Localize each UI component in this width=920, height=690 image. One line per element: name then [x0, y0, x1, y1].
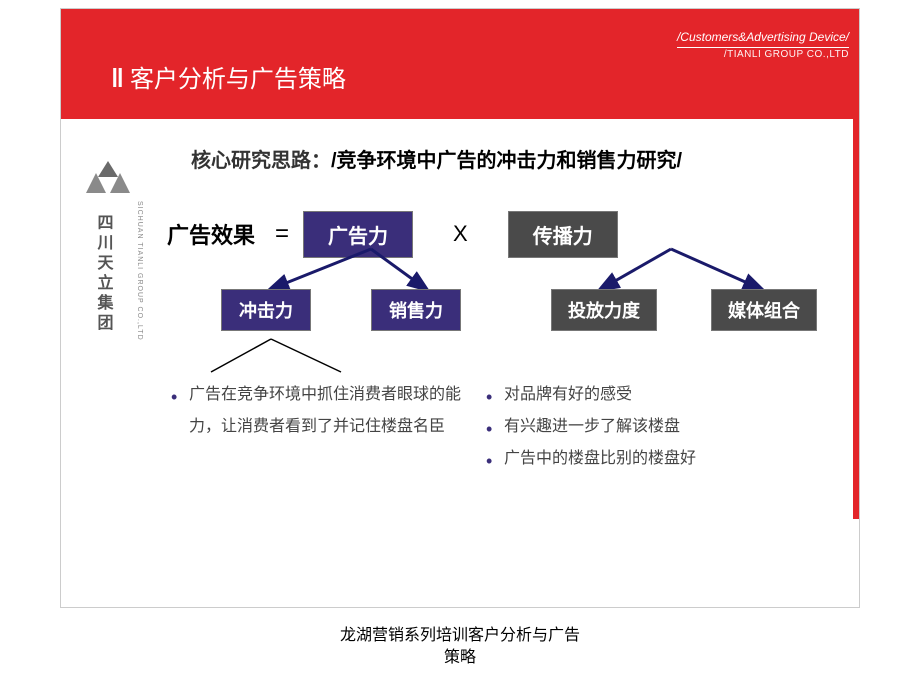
formula-lhs: 广告效果: [161, 218, 261, 250]
logo-mark-icon: [84, 159, 132, 195]
headline-label: 核心研究思路：: [191, 150, 331, 172]
bullet-list-right: 对品牌有好的感受有兴趣进一步了解该楼盘广告中的楼盘比别的楼盘好: [486, 379, 806, 475]
footer-line2: 策略: [0, 647, 920, 669]
bullet-item: 有兴趣进一步了解该楼盘: [486, 411, 806, 443]
logo-text-en: SICHUAN TIANLI GROUP CO.,LTD: [136, 201, 143, 341]
header-corner-line1: /Customers&Advertising Device/: [677, 29, 849, 48]
header-title: ‖ 客户分析与广告策略: [111, 59, 346, 94]
logo-text-cn: 四川天立集团: [91, 207, 115, 341]
box-sales: 销售力: [371, 289, 461, 331]
headline-accent: /竞争环境中广告的冲击力和销售力研究/: [331, 150, 682, 172]
box-ad-power: 广告力: [303, 211, 413, 258]
header-title-text: 客户分析与广告策略: [130, 59, 346, 94]
bullet-item: 对品牌有好的感受: [486, 379, 806, 411]
footer-line1: 龙湖营销系列培训客户分析与广告: [0, 625, 920, 647]
bullet-item: 广告中的楼盘比别的楼盘好: [486, 443, 806, 475]
header-corner: /Customers&Advertising Device/ /TIANLI G…: [677, 29, 849, 62]
slide: ‖ 客户分析与广告策略 /Customers&Advertising Devic…: [60, 8, 860, 608]
box-spread-power: 传播力: [508, 211, 618, 258]
company-logo: 四川天立集团 SICHUAN TIANLI GROUP CO.,LTD: [73, 159, 143, 341]
right-red-strip: [853, 119, 859, 519]
header-prefix-icon: ‖: [111, 63, 124, 94]
box-media-mix: 媒体组合: [711, 289, 817, 331]
footer-caption: 龙湖营销系列培训客户分析与广告 策略: [0, 625, 920, 670]
bullet-item: 广告在竞争环境中抓住消费者眼球的能力，让消费者看到了并记住楼盘名臣: [171, 379, 461, 443]
headline: 核心研究思路：/竞争环境中广告的冲击力和销售力研究/: [191, 144, 682, 173]
bullet-list-left: 广告在竞争环境中抓住消费者眼球的能力，让消费者看到了并记住楼盘名臣: [171, 379, 461, 443]
formula-row: 广告效果 = 广告力 X 传播力: [161, 204, 841, 264]
equals-sign: =: [261, 220, 303, 248]
tier2-row: 冲击力 销售力 投放力度 媒体组合: [161, 289, 841, 339]
box-impact: 冲击力: [221, 289, 311, 331]
header-corner-line2: /TIANLI GROUP CO.,LTD: [677, 48, 849, 62]
multiply-sign: X: [413, 221, 508, 247]
header-bar: ‖ 客户分析与广告策略 /Customers&Advertising Devic…: [61, 9, 859, 119]
box-placement: 投放力度: [551, 289, 657, 331]
